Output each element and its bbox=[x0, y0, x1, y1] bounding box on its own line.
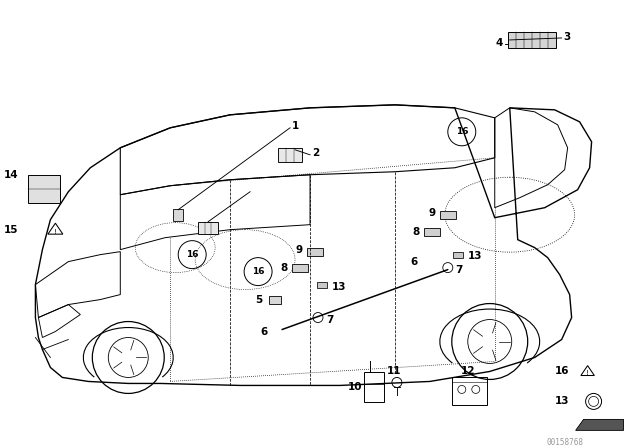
Text: 6: 6 bbox=[411, 257, 418, 267]
Text: 11: 11 bbox=[387, 366, 401, 376]
Bar bbox=[317, 282, 327, 288]
Bar bbox=[278, 148, 302, 162]
Bar bbox=[440, 211, 456, 219]
Text: 13: 13 bbox=[332, 282, 346, 292]
Text: 10: 10 bbox=[348, 383, 362, 392]
Text: 8: 8 bbox=[281, 263, 288, 273]
Text: 8: 8 bbox=[413, 227, 420, 237]
Text: 9: 9 bbox=[429, 208, 436, 218]
Bar bbox=[453, 252, 463, 258]
Bar bbox=[452, 378, 487, 405]
Bar bbox=[292, 263, 308, 271]
Bar bbox=[198, 222, 218, 234]
Text: !: ! bbox=[586, 370, 589, 376]
Bar bbox=[28, 175, 60, 202]
Bar bbox=[307, 248, 323, 256]
Text: !: ! bbox=[54, 228, 57, 235]
Text: 00158768: 00158768 bbox=[546, 438, 583, 447]
Text: 15: 15 bbox=[4, 224, 19, 235]
Text: 16: 16 bbox=[252, 267, 264, 276]
Bar bbox=[424, 228, 440, 236]
Text: 16: 16 bbox=[555, 366, 570, 376]
Text: 4: 4 bbox=[495, 38, 503, 48]
Text: 6: 6 bbox=[261, 327, 268, 336]
Text: 7: 7 bbox=[326, 314, 333, 324]
Text: 7: 7 bbox=[455, 265, 462, 275]
Text: 1: 1 bbox=[292, 121, 300, 131]
Text: 16: 16 bbox=[186, 250, 198, 259]
Text: 5: 5 bbox=[255, 295, 262, 305]
Text: 2: 2 bbox=[312, 148, 319, 158]
Polygon shape bbox=[575, 419, 623, 431]
Bar bbox=[364, 372, 384, 402]
Bar bbox=[269, 296, 281, 304]
Text: 13: 13 bbox=[468, 250, 483, 261]
Text: 14: 14 bbox=[4, 170, 19, 180]
Text: 3: 3 bbox=[564, 32, 571, 42]
Text: 9: 9 bbox=[296, 245, 303, 254]
Text: 12: 12 bbox=[461, 366, 475, 376]
Text: 16: 16 bbox=[456, 127, 468, 136]
Text: 13: 13 bbox=[555, 396, 570, 406]
Bar bbox=[508, 32, 556, 48]
Bar bbox=[173, 209, 183, 221]
